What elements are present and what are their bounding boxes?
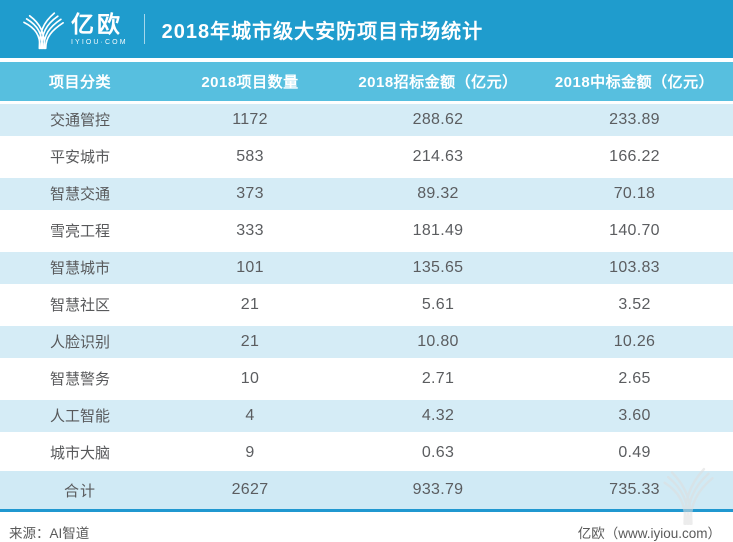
- brand-subtitle: IYIOU·COM: [71, 38, 128, 46]
- table-header: 项目分类 2018项目数量 2018招标金额（亿元） 2018中标金额（亿元）: [0, 62, 733, 101]
- row-label: 智慧警务: [49, 371, 110, 388]
- table-row: 交通管控 1172 288.62 233.89: [0, 101, 733, 138]
- cell-tender-amount: 10.80: [340, 323, 536, 360]
- table-row: 智慧社区 21 5.61 3.52: [0, 286, 733, 323]
- cell-tender-amount: 5.61: [421, 295, 455, 313]
- column-header-project-count: 2018项目数量: [160, 62, 340, 101]
- cell-tender-amount: 89.32: [340, 175, 536, 212]
- cell-project-count: 4: [160, 397, 340, 434]
- column-header-winning-amount: 2018中标金额（亿元）: [536, 62, 733, 101]
- table-row: 智慧城市 101 135.65 103.83: [0, 249, 733, 286]
- table-row: 平安城市 583 214.63 166.22: [0, 138, 733, 175]
- brand-name: 亿欧: [71, 10, 123, 37]
- header-row: 项目分类 2018项目数量 2018招标金额（亿元） 2018中标金额（亿元）: [0, 62, 733, 101]
- row-label: 智慧交通: [0, 175, 160, 212]
- credit-note: 亿欧（www.iyiou.com）: [577, 526, 721, 541]
- cell-winning-amount: 3.60: [536, 397, 733, 434]
- iyiou-logo-icon: [20, 7, 64, 51]
- cell-project-count: 583: [236, 147, 264, 165]
- row-label: 智慧社区: [49, 297, 110, 314]
- row-label: 人脸识别: [0, 323, 160, 360]
- cell-tender-amount: 4.32: [340, 397, 536, 434]
- cell-project-count: 10: [240, 369, 260, 387]
- cell-winning-amount: 140.70: [609, 221, 660, 239]
- cell-tender-amount: 2.71: [421, 369, 455, 387]
- cell-tender-amount: 288.62: [340, 101, 536, 138]
- title-bar: 亿欧 IYIOU·COM 2018年城市级大安防项目市场统计: [0, 0, 733, 58]
- table-row: 人工智能 4 4.32 3.60: [0, 397, 733, 434]
- cell-winning-amount: 3.52: [618, 295, 651, 313]
- cell-project-count: 9: [245, 443, 255, 461]
- row-label: 智慧城市: [0, 249, 160, 286]
- bottom-rule: [0, 509, 733, 512]
- cell-tender-amount: 181.49: [412, 221, 464, 239]
- footer: 来源：AI智道 亿欧（www.iyiou.com）: [0, 512, 733, 542]
- cell-winning-amount: 2.65: [618, 369, 651, 387]
- cell-project-count: 373: [160, 175, 340, 212]
- cell-tender-amount: 135.65: [340, 249, 536, 286]
- statistics-table: 项目分类 2018项目数量 2018招标金额（亿元） 2018中标金额（亿元） …: [0, 62, 733, 509]
- total-tender-amount: 933.79: [340, 471, 536, 509]
- brand-block: 亿欧 IYIOU·COM: [71, 10, 128, 46]
- table-row: 智慧警务 10 2.71 2.65: [0, 360, 733, 397]
- total-project-count: 2627: [160, 471, 340, 509]
- total-label: 合计: [0, 471, 160, 509]
- vertical-divider: [143, 14, 145, 44]
- row-label: 雪亮工程: [49, 223, 110, 240]
- column-header-tender-amount: 2018招标金额（亿元）: [340, 62, 536, 101]
- cell-project-count: 21: [160, 323, 340, 360]
- row-label: 城市大脑: [49, 445, 110, 462]
- row-label: 交通管控: [0, 101, 160, 138]
- table-row: 人脸识别 21 10.80 10.26: [0, 323, 733, 360]
- cell-tender-amount: 214.63: [412, 147, 464, 165]
- table-row: 智慧交通 373 89.32 70.18: [0, 175, 733, 212]
- total-row: 合计 2627 933.79 735.33: [0, 471, 733, 509]
- cell-winning-amount: 233.89: [536, 101, 733, 138]
- cell-winning-amount: 103.83: [536, 249, 733, 286]
- table-row: 雪亮工程 333 181.49 140.70: [0, 212, 733, 249]
- cell-project-count: 333: [236, 221, 264, 239]
- cell-winning-amount: 10.26: [536, 323, 733, 360]
- cell-winning-amount: 166.22: [609, 147, 660, 165]
- cell-project-count: 1172: [160, 101, 340, 138]
- row-label: 平安城市: [49, 149, 110, 166]
- table-row: 城市大脑 9 0.63 0.49: [0, 434, 733, 471]
- column-header-category: 项目分类: [0, 62, 160, 101]
- row-label: 人工智能: [0, 397, 160, 434]
- cell-project-count: 21: [240, 295, 260, 313]
- cell-tender-amount: 0.63: [421, 443, 455, 461]
- iyiou-watermark-icon: [659, 460, 717, 526]
- cell-winning-amount: 0.49: [618, 443, 651, 461]
- page-title: 2018年城市级大安防项目市场统计: [161, 20, 484, 43]
- cell-winning-amount: 70.18: [536, 175, 733, 212]
- source-note: 来源：AI智道: [9, 526, 90, 541]
- cell-project-count: 101: [160, 249, 340, 286]
